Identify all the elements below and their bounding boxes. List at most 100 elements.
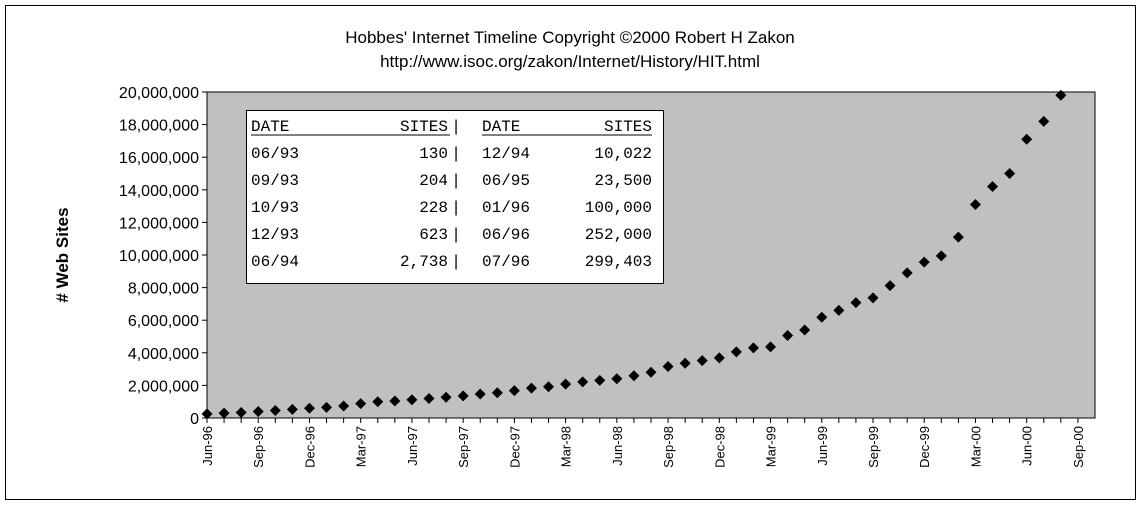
data-point: [508, 385, 520, 397]
data-point: [252, 405, 264, 417]
table-cell: 09/93: [251, 172, 299, 190]
data-point: [1021, 133, 1033, 145]
data-point: [474, 388, 486, 400]
data-point: [901, 267, 913, 279]
table-header: SITES: [604, 118, 652, 136]
y-tick-label: 0: [190, 411, 199, 428]
data-point: [713, 352, 725, 364]
data-point: [850, 297, 862, 309]
table-cell: 204: [419, 172, 448, 190]
table-cell: 06/96: [482, 226, 530, 244]
data-point: [286, 403, 298, 415]
table-cell: 2,738: [400, 253, 448, 271]
table-cell: 06/94: [251, 253, 299, 271]
inset-table: DATE SITES DATE SITES|06/93 130 12/94 10,022|0…: [246, 110, 664, 284]
y-tick-label: 10,000,000: [119, 248, 199, 265]
data-point: [1038, 115, 1050, 127]
data-point: [543, 381, 555, 393]
x-tick-label: Jun-96: [200, 426, 215, 466]
y-tick-label: 16,000,000: [119, 150, 199, 167]
x-tick-label: Mar-98: [559, 426, 574, 467]
x-tick-label: Jun-97: [405, 426, 420, 466]
x-tick-label: Sep-00: [1071, 426, 1086, 468]
table-cell: 23,500: [594, 172, 652, 190]
data-point: [833, 304, 845, 316]
data-point: [765, 341, 777, 353]
table-cell: 01/96: [482, 199, 530, 217]
table-separator: |: [451, 199, 461, 217]
data-point: [457, 390, 469, 402]
data-point: [1004, 168, 1016, 179]
data-point: [747, 342, 759, 354]
data-point: [628, 370, 640, 382]
data-point: [987, 181, 999, 193]
data-point: [730, 346, 742, 358]
data-point: [338, 400, 350, 412]
x-tick-label: Jun-00: [1020, 426, 1035, 466]
y-tick-label: 20,000,000: [119, 85, 199, 102]
data-point: [218, 407, 230, 419]
x-tick-label: Dec-99: [917, 426, 932, 468]
data-point: [303, 402, 315, 414]
table-separator: |: [451, 253, 461, 271]
x-tick-label: Jun-98: [610, 426, 625, 466]
table-cell: 100,000: [585, 199, 652, 217]
table-cell: 130: [419, 145, 448, 163]
data-point: [577, 376, 589, 388]
y-tick-label: 18,000,000: [119, 118, 199, 135]
x-tick-label: Dec-98: [712, 426, 727, 468]
y-tick-label: 2,000,000: [128, 378, 199, 395]
x-tick-label: Sep-97: [456, 426, 471, 468]
data-point: [321, 401, 333, 413]
y-tick-label: 14,000,000: [119, 183, 199, 200]
data-point: [952, 231, 964, 243]
data-point: [201, 408, 213, 420]
data-point: [799, 324, 811, 336]
x-tick-label: Sep-98: [661, 426, 676, 468]
data-point: [662, 360, 674, 372]
y-tick-label: 6,000,000: [128, 313, 199, 330]
table-cell: 12/93: [251, 226, 299, 244]
table-separator: |: [451, 172, 461, 190]
data-point: [594, 374, 606, 386]
x-tick-label: Mar-99: [764, 426, 779, 467]
data-point: [269, 405, 281, 417]
x-tick-label: Jun-99: [815, 426, 830, 466]
table-separator: |: [451, 226, 461, 244]
table-cell: 06/93: [251, 145, 299, 163]
y-tick-label: 12,000,000: [119, 215, 199, 232]
data-point: [406, 394, 418, 406]
data-point: [423, 392, 435, 404]
chart-subtitle: http://www.isoc.org/zakon/Internet/Histo…: [380, 52, 760, 71]
data-point: [696, 355, 708, 367]
x-tick-label: Dec-96: [302, 426, 317, 468]
table-header: SITES: [400, 118, 448, 136]
data-point: [611, 373, 623, 385]
y-tick-label: 4,000,000: [128, 346, 199, 363]
table-cell: 299,403: [585, 253, 652, 271]
data-point: [969, 198, 981, 210]
data-point: [560, 378, 572, 390]
table-separator: |: [451, 118, 461, 136]
x-tick-label: Mar-00: [968, 426, 983, 467]
data-point: [884, 280, 896, 292]
table-separator: |: [451, 145, 461, 163]
table-cell: 12/94: [482, 145, 530, 163]
table-cell: 07/96: [482, 253, 530, 271]
data-point: [372, 396, 384, 408]
x-tick-label: Sep-99: [866, 426, 881, 468]
x-tick-label: Dec-97: [507, 426, 522, 468]
data-point: [491, 387, 503, 399]
table-cell: 10/93: [251, 199, 299, 217]
data-point: [867, 292, 879, 304]
data-point: [645, 366, 657, 378]
data-point: [440, 391, 452, 403]
data-point: [816, 311, 828, 323]
data-point: [918, 256, 930, 268]
data-point: [235, 406, 247, 418]
table-header: DATE: [482, 118, 520, 136]
data-point: [389, 395, 401, 407]
table-cell: 623: [419, 226, 448, 244]
data-point: [679, 357, 691, 369]
